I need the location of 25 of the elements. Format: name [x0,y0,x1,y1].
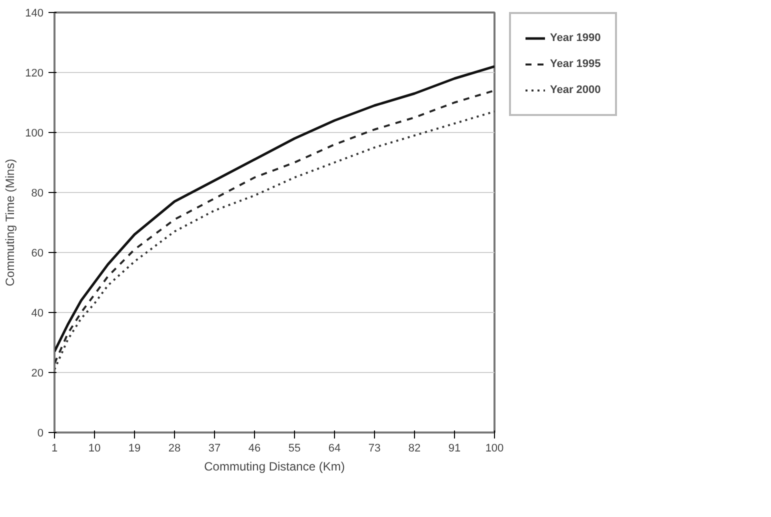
x-tick-label: 10 [88,442,101,454]
y-tick-label: 40 [31,308,44,320]
y-axis-title: Commuting Time (Mins) [3,158,18,286]
x-tick-label: 55 [288,442,301,454]
y-tick-label: 120 [25,68,44,80]
x-axis-title: Commuting Distance (Km) [204,460,345,474]
x-tick-label: 64 [328,442,341,454]
y-tick-label: 60 [31,248,44,260]
y-tick-label: 0 [37,428,44,440]
x-tick-label: 91 [448,442,461,454]
y-tick-label: 140 [25,8,44,20]
legend-label: Year 2000 [550,84,601,96]
x-tick-label: 73 [368,442,381,454]
legend-label: Year 1995 [550,58,601,70]
y-tick-label: 20 [31,368,44,380]
x-tick-label: 46 [248,442,261,454]
x-tick-label: 28 [168,442,181,454]
x-tick-label: 19 [128,442,141,454]
legend-label: Year 1990 [550,32,601,44]
x-tick-label: 1 [51,442,58,454]
x-tick-label: 82 [408,442,421,454]
y-tick-label: 100 [25,128,44,140]
x-tick-label: 100 [485,442,504,454]
x-tick-label: 37 [208,442,221,454]
y-tick-label: 80 [31,188,44,200]
